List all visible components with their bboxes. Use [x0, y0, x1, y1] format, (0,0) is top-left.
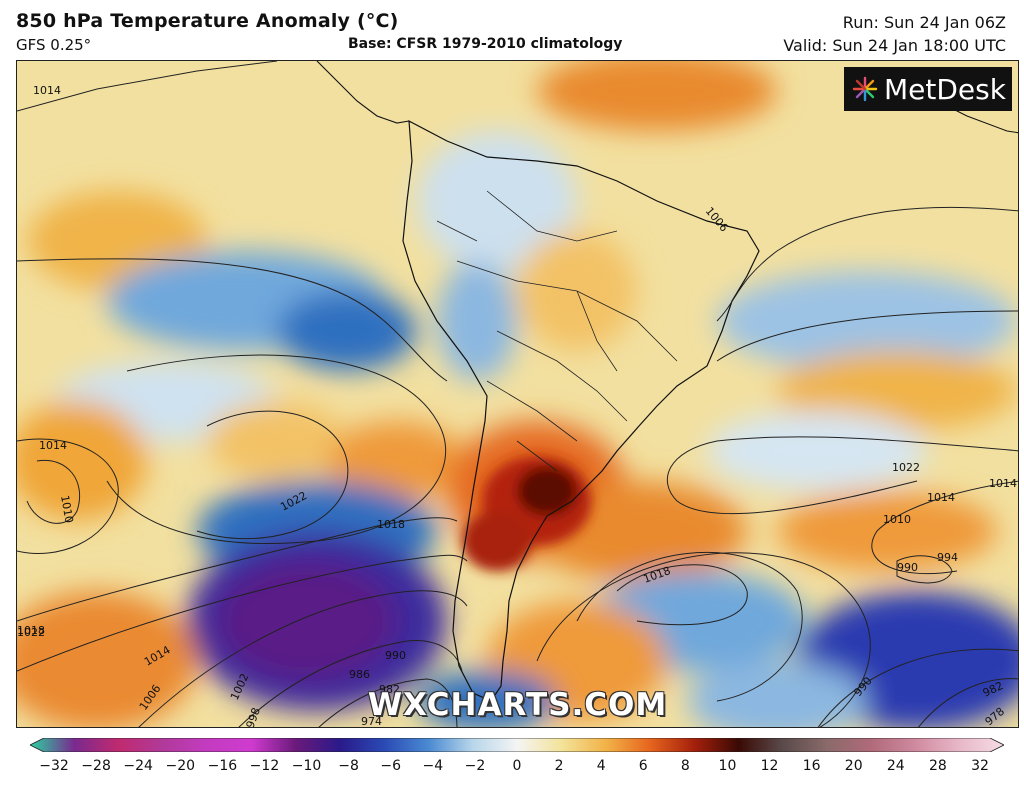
colorbar — [30, 738, 1004, 752]
warm-anomaly-core — [462, 456, 592, 571]
colorbar-tick-label: 10 — [718, 758, 737, 774]
run-time-label: Run: Sun 24 Jan 06Z — [842, 13, 1006, 32]
colorbar-tick-label: −4 — [422, 758, 444, 774]
colorbar-tick-label: −28 — [81, 758, 111, 774]
valid-time-label: Valid: Sun 24 Jan 18:00 UTC — [783, 36, 1006, 55]
isobar-label: 990 — [385, 649, 406, 662]
colorbar-tick-label: 2 — [554, 758, 564, 774]
colorbar-tick-label: −2 — [464, 758, 486, 774]
country-borders — [436, 190, 678, 472]
colorbar-tick-label: −16 — [207, 758, 238, 774]
isobar-label: 1014 — [39, 439, 67, 452]
climatology-base-label: Base: CFSR 1979-2010 climatology — [348, 36, 623, 52]
metdesk-logo: MetDesk — [844, 67, 1012, 111]
isobar-lines — [17, 61, 1018, 727]
colorbar-tick-label: −24 — [123, 758, 153, 774]
chart-title: 850 hPa Temperature Anomaly (°C) — [16, 10, 399, 32]
isobar-label: 990 — [897, 561, 918, 574]
isobar-label: 1018 — [377, 518, 405, 531]
isobar-labels: 1014 1014 1010 1022 1018 1022 1018 1014 … — [17, 84, 1017, 728]
south-america-outline — [402, 119, 760, 702]
colorbar-tick-label: −12 — [249, 758, 280, 774]
starburst-logo-icon — [852, 76, 878, 102]
isobar-label: 1010 — [883, 513, 911, 526]
central-america-outline — [316, 61, 410, 124]
colorbar-tick-label: 4 — [596, 758, 606, 774]
colorbar-tick-label: 20 — [844, 758, 863, 774]
colorbar-tick-label: −32 — [39, 758, 69, 774]
isobar-label: 1010 — [58, 494, 76, 524]
colorbar-tick-labels: −32 −28 −24 −20 −16 −12 −10 −8 −6 −4 −2 0 2 4 6 8 10 12 16… — [30, 758, 1004, 780]
isobar-label: 1022 — [17, 626, 45, 639]
isobar-label: 974 — [361, 715, 382, 728]
logo-text: MetDesk — [884, 72, 1006, 106]
anomaly-map: 1014 1014 1010 1022 1018 1022 1018 1014 … — [16, 60, 1019, 728]
colorbar-tick-label: −10 — [291, 758, 322, 774]
colorbar-tick-label: −6 — [380, 758, 402, 774]
isobar-label: 1022 — [892, 461, 920, 474]
isobar-label: 994 — [937, 551, 958, 564]
colorbar-tick-label: −20 — [165, 758, 196, 774]
isobar-label: 1014 — [927, 491, 955, 504]
map-canvas: 1014 1014 1010 1022 1018 1022 1018 1014 … — [17, 61, 1018, 728]
isobar-label: 1018 — [17, 624, 45, 637]
colorbar-tick-label: 6 — [638, 758, 648, 774]
isobar-label: 1014 — [989, 477, 1017, 490]
isobar-label: 986 — [349, 668, 370, 681]
colorbar-tick-label: 8 — [680, 758, 690, 774]
watermark: WXCHARTS.COM — [367, 687, 668, 723]
colorbar-tick-label: −8 — [338, 758, 359, 774]
model-label: GFS 0.25° — [16, 36, 92, 54]
isobar-label: 1014 — [33, 84, 61, 97]
colorbar-tick-label: 12 — [760, 758, 779, 774]
colorbar-tick-label: 24 — [886, 758, 905, 774]
anomaly-field — [17, 61, 1018, 727]
colorbar-tick-label: 32 — [971, 758, 989, 774]
colorbar-tick-label: 16 — [802, 758, 821, 774]
isobar-label: 982 — [379, 683, 400, 696]
isobar-label: 998 — [244, 706, 263, 728]
colorbar-tick-label: 0 — [512, 758, 522, 774]
colorbar-tick-label: 28 — [928, 758, 947, 774]
